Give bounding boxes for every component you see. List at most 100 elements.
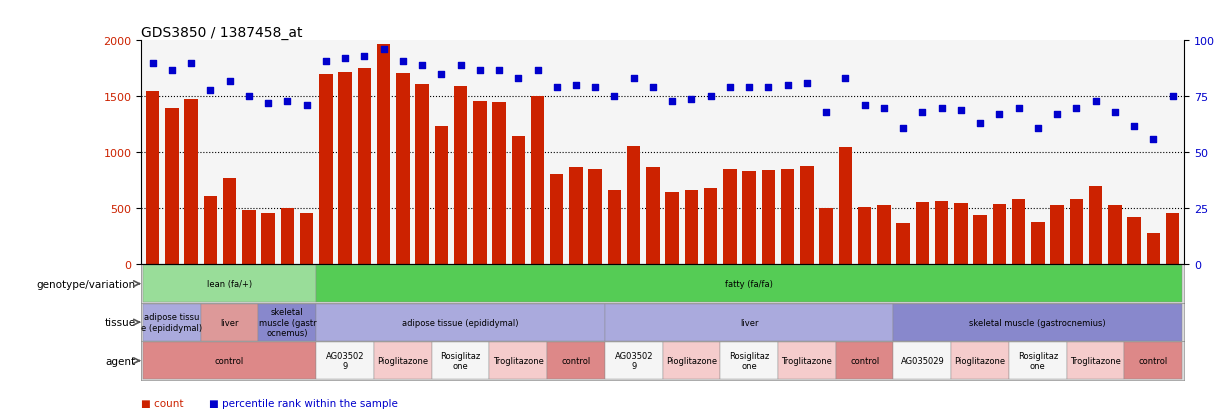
Text: skeletal muscle (gastrocnemius): skeletal muscle (gastrocnemius) xyxy=(969,318,1106,327)
Bar xyxy=(951,342,1009,379)
Point xyxy=(623,76,643,83)
Bar xyxy=(685,191,698,265)
Point xyxy=(682,96,702,103)
Bar xyxy=(1009,342,1066,379)
Text: AG03502
9: AG03502 9 xyxy=(326,351,364,370)
Point xyxy=(393,58,412,65)
Text: adipose tissue (epididymal): adipose tissue (epididymal) xyxy=(402,318,519,327)
Bar xyxy=(1066,342,1124,379)
Point xyxy=(374,47,394,54)
Bar xyxy=(1050,206,1064,265)
Point xyxy=(1009,105,1028,112)
Bar xyxy=(550,174,563,265)
Text: Pioglitazone: Pioglitazone xyxy=(666,356,717,365)
Text: skeletal
muscle (gastr
ocnemus): skeletal muscle (gastr ocnemus) xyxy=(259,308,317,337)
Bar xyxy=(434,126,448,265)
Point xyxy=(450,63,470,69)
Bar xyxy=(778,342,836,379)
Point xyxy=(1086,98,1106,105)
Bar xyxy=(893,304,1182,341)
Bar xyxy=(454,87,467,265)
Point xyxy=(1144,136,1163,143)
Bar xyxy=(800,166,814,265)
Point xyxy=(720,85,740,92)
Bar xyxy=(627,146,640,265)
Bar xyxy=(1088,187,1102,265)
Point xyxy=(182,60,201,67)
Bar xyxy=(492,103,506,265)
Bar xyxy=(607,191,621,265)
Bar xyxy=(261,214,275,265)
Bar xyxy=(663,342,720,379)
Point xyxy=(162,67,182,74)
Text: AG035029: AG035029 xyxy=(901,356,945,365)
Bar xyxy=(547,342,605,379)
Text: GDS3850 / 1387458_at: GDS3850 / 1387458_at xyxy=(141,26,303,40)
Point xyxy=(758,85,778,92)
Bar xyxy=(1031,222,1044,265)
Bar xyxy=(742,172,756,265)
Bar xyxy=(317,266,1182,302)
Bar xyxy=(432,342,490,379)
Bar xyxy=(589,170,602,265)
Bar xyxy=(396,74,410,265)
Bar xyxy=(339,73,352,265)
Bar xyxy=(166,108,179,265)
Bar xyxy=(1108,206,1121,265)
Text: Pioglitazone: Pioglitazone xyxy=(377,356,428,365)
Bar xyxy=(415,85,428,265)
Point xyxy=(585,85,605,92)
Point xyxy=(1028,125,1048,132)
Point xyxy=(1066,105,1086,112)
Bar xyxy=(935,201,948,265)
Bar xyxy=(665,192,679,265)
Text: liver: liver xyxy=(221,318,239,327)
Bar xyxy=(836,342,893,379)
Text: Rosiglitaz
one: Rosiglitaz one xyxy=(729,351,769,370)
Bar xyxy=(146,92,160,265)
Text: AG03502
9: AG03502 9 xyxy=(615,351,653,370)
Point xyxy=(816,109,836,116)
Point xyxy=(989,112,1009,119)
Point xyxy=(931,105,951,112)
Bar xyxy=(704,189,718,265)
Text: Troglitazone: Troglitazone xyxy=(493,356,544,365)
Bar xyxy=(474,102,487,265)
Bar xyxy=(319,75,333,265)
Bar xyxy=(762,171,775,265)
Text: control: control xyxy=(562,356,590,365)
Bar xyxy=(144,342,317,379)
Bar xyxy=(647,168,660,265)
Point xyxy=(1047,112,1066,119)
Bar xyxy=(877,206,891,265)
Bar xyxy=(780,170,794,265)
Bar xyxy=(204,197,217,265)
Point xyxy=(893,125,913,132)
Bar xyxy=(317,342,374,379)
Text: ■ count: ■ count xyxy=(141,398,184,408)
Point xyxy=(798,81,817,87)
Bar xyxy=(144,304,201,341)
Text: tissue: tissue xyxy=(104,317,136,328)
Point xyxy=(836,76,855,83)
Point xyxy=(701,94,720,100)
Bar xyxy=(1070,200,1083,265)
Bar xyxy=(897,223,910,265)
Text: Rosiglitaz
one: Rosiglitaz one xyxy=(440,351,481,370)
Bar xyxy=(893,342,951,379)
Point xyxy=(778,83,798,89)
Point xyxy=(951,107,971,114)
Bar xyxy=(317,304,605,341)
Bar xyxy=(1128,218,1141,265)
Point xyxy=(1106,109,1125,116)
Bar xyxy=(184,100,198,265)
Bar xyxy=(357,69,371,265)
Point xyxy=(913,109,933,116)
Text: Troglitazone: Troglitazone xyxy=(782,356,832,365)
Text: ■ percentile rank within the sample: ■ percentile rank within the sample xyxy=(209,398,398,408)
Bar xyxy=(1146,233,1160,265)
Bar xyxy=(838,147,852,265)
Point xyxy=(355,54,374,60)
Bar xyxy=(299,214,313,265)
Text: lean (fa/+): lean (fa/+) xyxy=(207,280,253,288)
